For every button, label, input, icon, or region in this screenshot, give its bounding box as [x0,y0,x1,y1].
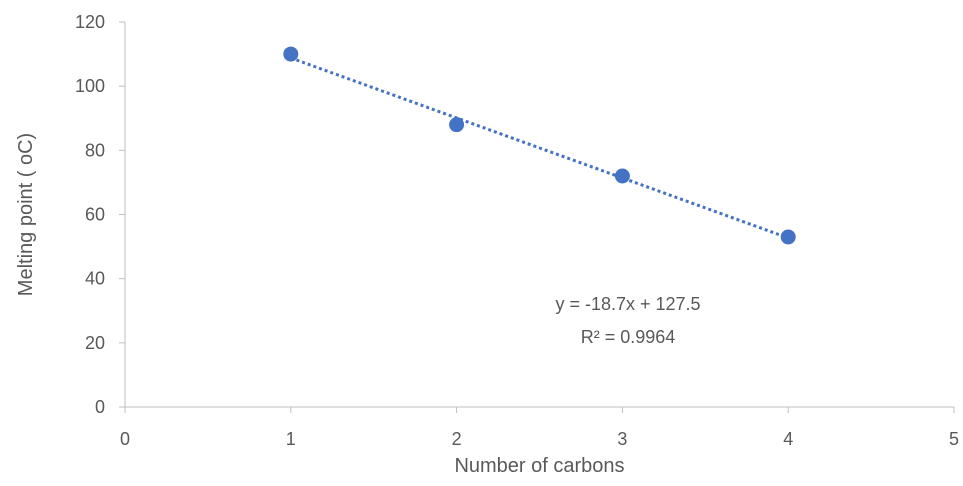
y-tick-label: 60 [85,205,105,225]
x-tick-label: 1 [286,429,296,449]
y-tick-label: 0 [95,397,105,417]
data-point [283,46,299,62]
data-point [614,168,630,184]
trendline-equation: y = -18.7x + 127.5 [555,294,700,314]
x-tick-label: 3 [617,429,627,449]
y-axis-title: Melting point ( oC) [15,133,37,296]
x-tick-label: 2 [452,429,462,449]
trendline-r-squared: R² = 0.9964 [581,327,676,347]
y-axis-ticks: 0 20 40 60 80 100 120 [75,12,125,417]
x-tick-label: 5 [949,429,959,449]
y-tick-label: 100 [75,76,105,96]
x-axis-ticks: 0 1 2 3 4 5 [120,407,959,449]
x-tick-label: 0 [120,429,130,449]
linear-trendline [290,56,789,240]
data-point [449,117,465,133]
axes [124,22,954,408]
y-tick-label: 80 [85,140,105,160]
data-point [780,229,796,245]
x-axis-title: Number of carbons [454,455,624,477]
y-tick-label: 20 [85,333,105,353]
x-tick-label: 4 [783,429,793,449]
y-tick-label: 40 [85,269,105,289]
y-tick-label: 120 [75,12,105,32]
data-points [283,46,796,245]
